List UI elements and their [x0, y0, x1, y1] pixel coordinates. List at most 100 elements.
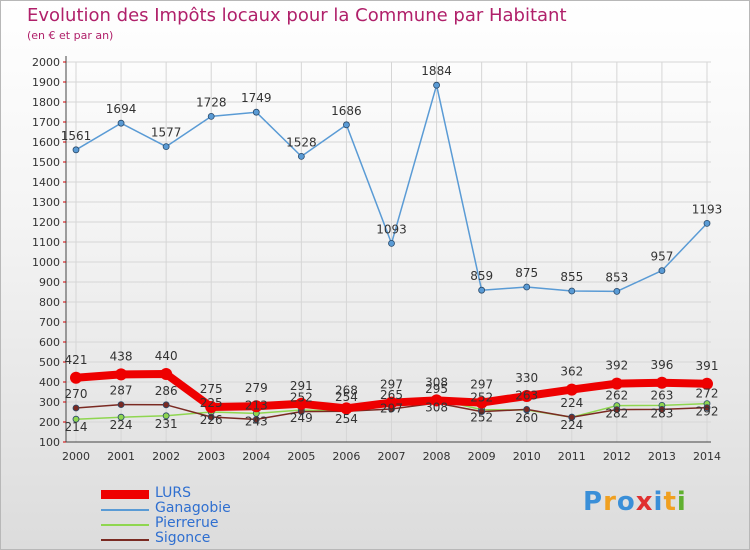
legend-label: Ganagobie	[155, 500, 231, 516]
data-point-sigonce	[613, 406, 621, 414]
logo-letter: o	[616, 487, 636, 517]
data-label-ganagobie: 1528	[286, 135, 317, 149]
data-label-lurs: 391	[696, 359, 719, 373]
x-tick-label: 2000	[62, 450, 90, 463]
data-point-sigonce	[658, 405, 666, 413]
data-label-pierrerue: 224	[110, 418, 133, 432]
proxiti-logo: Proxiti	[583, 487, 687, 517]
logo-letter: P	[583, 487, 604, 517]
data-point-pierrerue	[72, 415, 80, 423]
data-label-sigonce: 272	[696, 387, 719, 401]
y-tick-label: 200	[39, 416, 60, 429]
data-label-ganagobie: 853	[605, 270, 628, 284]
data-point-sigonce	[207, 413, 215, 421]
y-tick-label: 1600	[32, 136, 60, 149]
logo-letter: t	[663, 487, 677, 517]
data-point-lurs	[115, 368, 128, 381]
chart-title: Evolution des Impôts locaux pour la Comm…	[27, 5, 567, 26]
data-point-lurs	[295, 397, 308, 410]
data-label-ganagobie: 1561	[61, 129, 92, 143]
y-tick-label: 500	[39, 356, 60, 369]
data-label-lurs: 297	[470, 378, 493, 392]
data-point-ganagobie	[162, 143, 170, 151]
data-label-sigonce: 254	[335, 390, 358, 404]
data-label-lurs: 297	[380, 378, 403, 392]
x-tick-label: 2002	[152, 450, 180, 463]
y-tick-label: 1000	[32, 256, 60, 269]
data-point-ganagobie	[72, 146, 80, 154]
x-tick-label: 2012	[603, 450, 631, 463]
logo-letter: x	[635, 487, 654, 517]
y-tick-label: 1700	[32, 116, 60, 129]
data-label-ganagobie: 1884	[421, 64, 452, 78]
data-label-sigonce: 263	[515, 388, 538, 402]
y-tick-label: 1900	[32, 76, 60, 89]
legend-swatch	[101, 490, 149, 499]
y-tick-label: 900	[39, 276, 60, 289]
logo-letter: r	[603, 487, 617, 517]
data-point-ganagobie	[297, 152, 305, 160]
y-tick-label: 700	[39, 316, 60, 329]
data-point-ganagobie	[658, 267, 666, 275]
x-tick-label: 2009	[468, 450, 496, 463]
legend-swatch	[101, 509, 149, 511]
y-tick-label: 1200	[32, 216, 60, 229]
data-point-lurs	[430, 394, 443, 407]
chart-subtitle: (en € et par an)	[27, 29, 114, 42]
data-label-sigonce: 287	[110, 384, 133, 398]
data-label-sigonce: 224	[560, 396, 583, 410]
data-label-lurs: 268	[335, 383, 358, 397]
data-label-ganagobie: 859	[470, 269, 493, 283]
y-tick-label: 100	[39, 436, 60, 449]
data-point-ganagobie	[703, 219, 711, 227]
data-point-ganagobie	[343, 121, 350, 129]
logo-letter: i	[676, 487, 687, 517]
data-label-lurs: 291	[290, 379, 313, 393]
data-point-lurs	[565, 383, 578, 396]
data-point-lurs	[520, 390, 533, 402]
x-tick-label: 2004	[242, 450, 270, 463]
data-label-ganagobie: 1728	[196, 95, 227, 109]
data-point-pierrerue	[117, 413, 125, 421]
data-label-pierrerue: 283	[650, 406, 673, 420]
y-tick-label: 1800	[32, 96, 60, 109]
data-label-sigonce: 270	[65, 387, 88, 401]
data-label-ganagobie: 1193	[692, 202, 723, 216]
data-label-lurs: 421	[65, 353, 88, 367]
data-point-ganagobie	[117, 119, 125, 127]
data-point-sigonce	[568, 413, 576, 421]
data-label-sigonce: 252	[470, 391, 493, 405]
data-point-lurs	[701, 377, 713, 390]
data-label-sigonce: 286	[155, 384, 178, 398]
data-label-lurs: 279	[245, 381, 268, 395]
y-tick-label: 800	[39, 296, 60, 309]
data-point-sigonce	[72, 404, 80, 412]
data-point-lurs	[205, 401, 218, 413]
data-label-lurs: 438	[110, 349, 133, 363]
y-tick-label: 400	[39, 376, 60, 389]
data-point-lurs	[385, 396, 398, 409]
y-tick-label: 1400	[32, 176, 60, 189]
data-label-pierrerue: 224	[560, 418, 583, 432]
data-label-ganagobie: 1749	[241, 91, 272, 105]
y-tick-label: 300	[39, 396, 60, 409]
data-point-ganagobie	[478, 286, 486, 294]
data-point-lurs	[160, 368, 173, 380]
data-label-pierrerue: 308	[425, 400, 448, 414]
y-tick-label: 600	[39, 336, 60, 349]
data-label-pierrerue: 297	[380, 402, 403, 416]
data-label-lurs: 275	[200, 382, 223, 396]
data-point-lurs	[610, 377, 623, 390]
data-label-lurs: 440	[155, 349, 178, 363]
data-label-ganagobie: 855	[560, 270, 583, 284]
data-label-ganagobie: 1093	[376, 222, 407, 236]
data-label-lurs: 362	[560, 365, 583, 379]
data-point-pierrerue	[162, 412, 170, 420]
data-label-pierrerue: 243	[245, 414, 268, 428]
data-label-pierrerue: 260	[515, 411, 538, 425]
data-label-sigonce: 213	[245, 398, 268, 412]
data-label-lurs: 396	[650, 358, 673, 372]
data-label-pierrerue: 249	[290, 411, 313, 425]
data-point-lurs	[475, 396, 488, 409]
